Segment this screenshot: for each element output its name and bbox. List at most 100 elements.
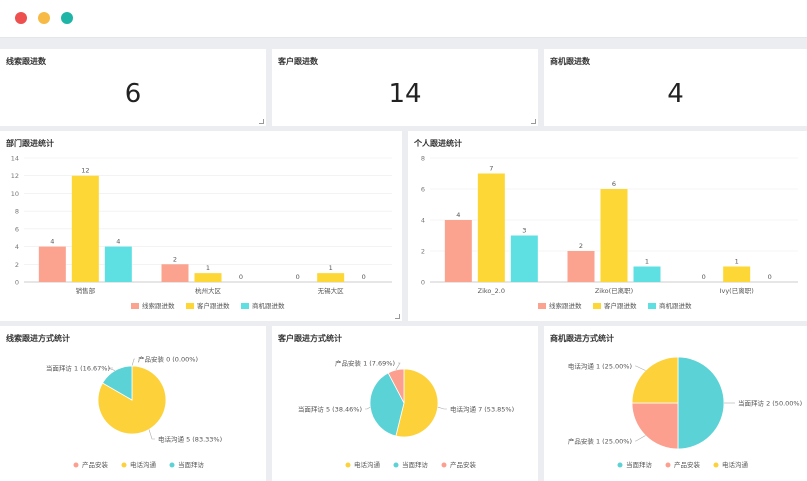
bar bbox=[510, 235, 538, 282]
resize-handle-icon[interactable] bbox=[531, 119, 536, 124]
bar bbox=[194, 273, 222, 282]
legend-swatch bbox=[169, 462, 175, 468]
legend-swatch bbox=[131, 303, 139, 309]
card-title: 线索跟进方式统计 bbox=[6, 334, 70, 343]
personal-bar-chart: 0 2 4 6 8 Ziko_2.0 4 7 3 Ziko(已离职) 2 6 1 Ivy(已离职) 0 1 0 线… bbox=[421, 155, 798, 310]
bar-value-label: 12 bbox=[81, 167, 89, 175]
pie-slice bbox=[395, 368, 439, 438]
opportunity-followup-card: 商机跟进数 4 bbox=[544, 49, 807, 126]
legend-label: 当面拜访 bbox=[402, 460, 429, 469]
y-tick-label: 2 bbox=[15, 261, 19, 269]
bar bbox=[723, 266, 751, 282]
card-title: 客户跟进数 bbox=[278, 57, 318, 66]
customer-followup-card: 客户跟进数 14 bbox=[272, 49, 538, 126]
pie-slice-label: 当面拜访 2 (50.00%) bbox=[738, 399, 802, 408]
legend-label: 客户跟进数 bbox=[197, 301, 230, 310]
x-tick-label: Ziko(已离职) bbox=[595, 286, 633, 295]
y-tick-label: 0 bbox=[15, 279, 19, 287]
y-tick-label: 2 bbox=[421, 248, 425, 256]
pie-slice-label: 当面拜访 1 (16.67%) bbox=[46, 364, 110, 373]
minimize-window-icon[interactable] bbox=[38, 12, 50, 24]
pie-slice bbox=[677, 356, 725, 450]
y-tick-label: 8 bbox=[421, 155, 425, 163]
bar-value-label: 0 bbox=[768, 273, 772, 281]
bar-value-label: 6 bbox=[612, 180, 616, 188]
pie-slice bbox=[631, 402, 679, 450]
legend-label: 产品安装 bbox=[674, 460, 701, 469]
bar bbox=[71, 175, 99, 282]
card-title: 商机跟进方式统计 bbox=[550, 334, 614, 343]
maximize-window-icon[interactable] bbox=[61, 12, 73, 24]
legend-swatch bbox=[538, 303, 546, 309]
legend-swatch bbox=[186, 303, 194, 309]
close-window-icon[interactable] bbox=[15, 12, 27, 24]
pie-slice-label: 当面拜访 5 (38.46%) bbox=[298, 405, 362, 414]
card-title: 商机跟进数 bbox=[550, 57, 590, 66]
personal-chart-card: 个人跟进统计 0 2 4 6 8 Ziko_2.0 4 7 3 Ziko(已离职) 2 6 1 Ivy(已… bbox=[408, 131, 807, 321]
bar-value-label: 4 bbox=[116, 238, 120, 246]
pie-leader-line bbox=[635, 435, 646, 442]
x-tick-label: 杭州大区 bbox=[195, 286, 222, 295]
stat-value: 4 bbox=[667, 79, 684, 109]
opportunity-method-pie: 当面拜访 2 (50.00%) 产品安装 1 (25.00%) 电话沟通 1 (25… bbox=[568, 356, 802, 469]
pie-slice-label: 产品安装 0 (0.00%) bbox=[138, 355, 198, 364]
x-tick-label: 无锡大区 bbox=[318, 286, 345, 295]
bar-value-label: 1 bbox=[645, 258, 649, 266]
legend-swatch bbox=[73, 462, 79, 468]
bar bbox=[104, 246, 132, 282]
bar-value-label: 0 bbox=[296, 273, 300, 281]
legend-swatch bbox=[648, 303, 656, 309]
customer-method-card: 客户跟进方式统计 电话沟通 7 (53.85%) 当面拜访 5 (38.46%) 产… bbox=[272, 326, 538, 481]
resize-handle-icon[interactable] bbox=[395, 314, 400, 319]
bar bbox=[567, 251, 595, 282]
y-tick-label: 8 bbox=[15, 208, 19, 216]
legend-label: 电话沟通 bbox=[722, 460, 749, 469]
resize-handle-icon[interactable] bbox=[259, 119, 264, 124]
bar-value-label: 4 bbox=[50, 238, 54, 246]
legend-swatch bbox=[393, 462, 399, 468]
bar-value-label: 4 bbox=[456, 211, 460, 219]
pie-slice bbox=[631, 356, 679, 404]
bar bbox=[444, 220, 472, 282]
legend-label: 产品安装 bbox=[82, 460, 109, 469]
clue-method-card: 线索跟进方式统计 产品安装 0 (0.00%) 电话沟通 5 (83.33%) 当面… bbox=[0, 326, 266, 481]
pie-slice-label: 产品安装 1 (25.00%) bbox=[568, 437, 632, 446]
pie-leader-line bbox=[148, 429, 155, 440]
bar bbox=[317, 273, 345, 282]
y-tick-label: 4 bbox=[15, 243, 19, 251]
opportunity-method-card: 商机跟进方式统计 当面拜访 2 (50.00%) 产品安装 1 (25.00%) 电… bbox=[544, 326, 807, 481]
card-title: 客户跟进方式统计 bbox=[278, 334, 342, 343]
y-tick-label: 4 bbox=[421, 217, 425, 225]
bar bbox=[161, 264, 189, 282]
bar bbox=[633, 266, 661, 282]
y-tick-label: 12 bbox=[11, 172, 19, 180]
legend-label: 线索跟进数 bbox=[142, 301, 175, 310]
bar-value-label: 0 bbox=[362, 273, 366, 281]
bar-value-label: 2 bbox=[579, 242, 583, 250]
department-chart-card: 部门跟进统计 0 2 4 6 8 10 12 14 销售部 4 12 4 杭州大区 2 1 0 无锡大区 0 1 0 线… bbox=[0, 131, 402, 321]
pie-slice-label: 产品安装 1 (7.69%) bbox=[335, 359, 395, 368]
bar bbox=[477, 173, 505, 282]
pie-slice bbox=[387, 368, 405, 404]
legend-label: 商机跟进数 bbox=[659, 301, 692, 310]
x-tick-label: 销售部 bbox=[76, 286, 96, 295]
bar-value-label: 1 bbox=[206, 264, 210, 272]
pie-slice-label: 电话沟通 7 (53.85%) bbox=[450, 405, 514, 414]
bar-value-label: 2 bbox=[173, 255, 177, 263]
customer-method-pie: 电话沟通 7 (53.85%) 当面拜访 5 (38.46%) 产品安装 1 (7.… bbox=[298, 359, 514, 470]
bar-value-label: 1 bbox=[735, 258, 739, 266]
clue-followup-card: 线索跟进数 6 bbox=[0, 49, 266, 126]
legend-swatch bbox=[441, 462, 447, 468]
legend-label: 线索跟进数 bbox=[549, 301, 582, 310]
x-tick-label: Ziko_2.0 bbox=[478, 287, 505, 295]
card-title: 线索跟进数 bbox=[6, 57, 46, 66]
legend-swatch bbox=[713, 462, 719, 468]
pie-slice bbox=[369, 372, 405, 437]
pie-leader-line bbox=[131, 358, 135, 367]
y-tick-label: 10 bbox=[11, 190, 19, 198]
y-tick-label: 6 bbox=[421, 186, 425, 194]
x-tick-label: Ivy(已离职) bbox=[720, 286, 754, 295]
bar-value-label: 3 bbox=[522, 227, 526, 235]
legend-label: 电话沟通 bbox=[130, 460, 157, 469]
pie-leader-line bbox=[365, 406, 371, 410]
